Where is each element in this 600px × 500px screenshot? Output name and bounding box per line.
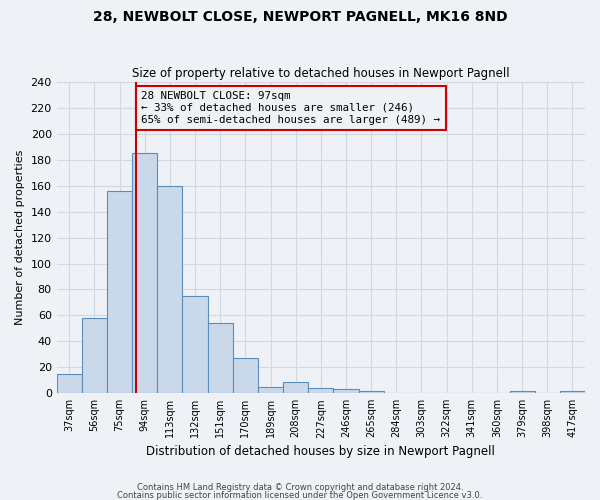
Text: Contains public sector information licensed under the Open Government Licence v3: Contains public sector information licen… — [118, 490, 482, 500]
Bar — [560, 390, 585, 393]
Bar — [233, 358, 258, 393]
Text: 28 NEWBOLT CLOSE: 97sqm
← 33% of detached houses are smaller (246)
65% of semi-d: 28 NEWBOLT CLOSE: 97sqm ← 33% of detache… — [141, 92, 440, 124]
X-axis label: Distribution of detached houses by size in Newport Pagnell: Distribution of detached houses by size … — [146, 444, 495, 458]
Bar — [283, 382, 308, 393]
Bar — [208, 323, 233, 393]
Bar — [308, 388, 334, 393]
Bar — [56, 374, 82, 393]
Bar — [82, 318, 107, 393]
Text: 28, NEWBOLT CLOSE, NEWPORT PAGNELL, MK16 8ND: 28, NEWBOLT CLOSE, NEWPORT PAGNELL, MK16… — [92, 10, 508, 24]
Y-axis label: Number of detached properties: Number of detached properties — [15, 150, 25, 326]
Bar — [258, 386, 283, 393]
Bar — [182, 296, 208, 393]
Title: Size of property relative to detached houses in Newport Pagnell: Size of property relative to detached ho… — [132, 66, 509, 80]
Bar — [107, 191, 132, 393]
Text: Contains HM Land Registry data © Crown copyright and database right 2024.: Contains HM Land Registry data © Crown c… — [137, 484, 463, 492]
Bar — [509, 390, 535, 393]
Bar — [132, 154, 157, 393]
Bar — [334, 390, 359, 393]
Bar — [359, 390, 384, 393]
Bar — [157, 186, 182, 393]
